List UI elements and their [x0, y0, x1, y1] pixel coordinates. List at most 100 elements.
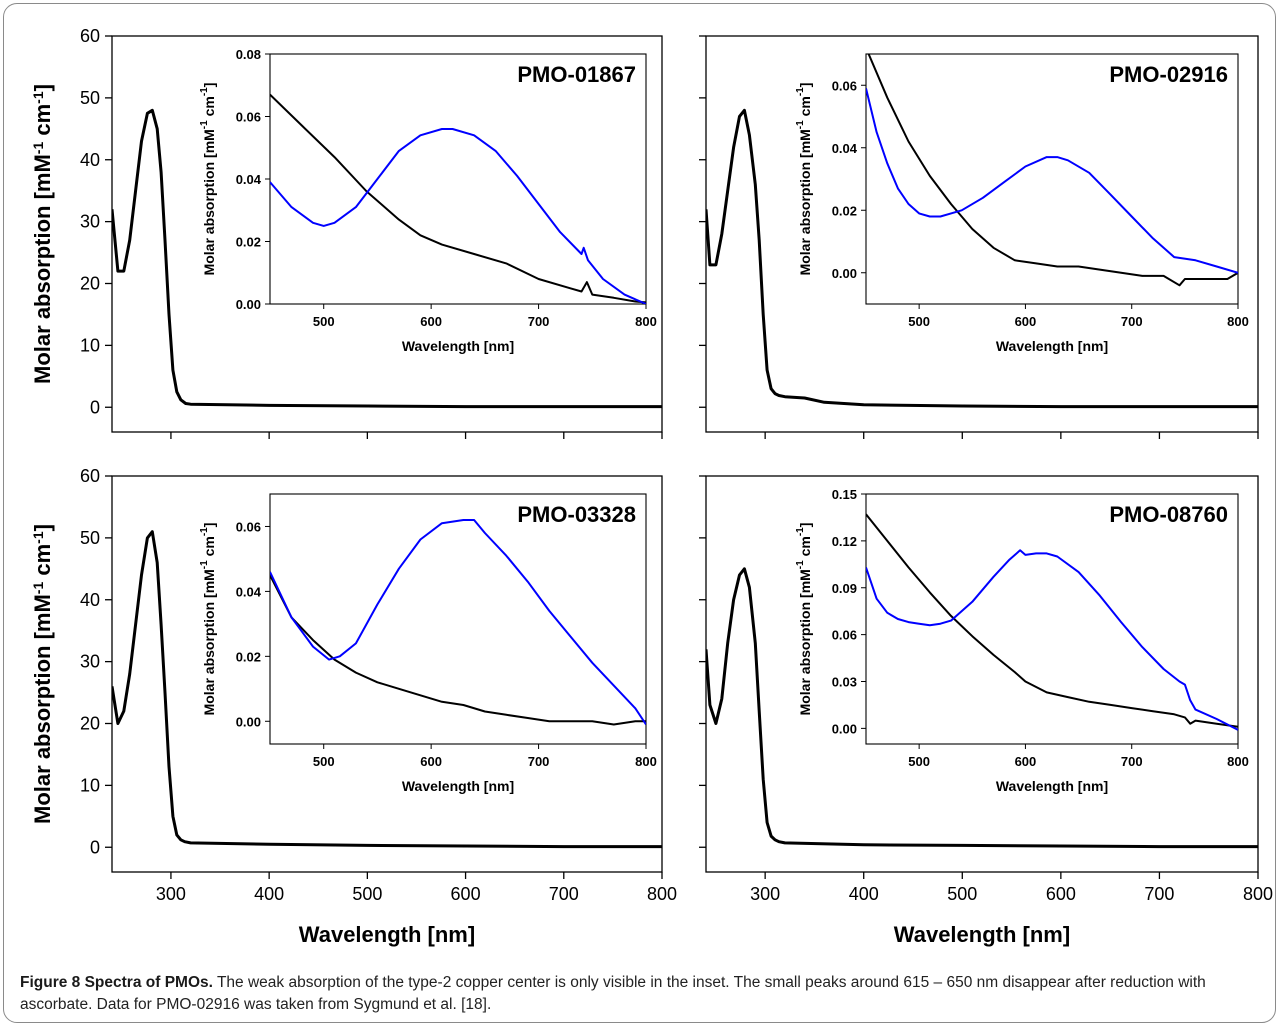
inset-plot-frame [269, 493, 647, 745]
inset-y-axis-label: Molar absorption [mM-1 cm-1] [795, 523, 813, 716]
inset-y-axis-label-part: cm [201, 536, 217, 560]
main-y-axis-label-part: cm [30, 544, 55, 582]
inset-x-tick-label: 800 [635, 754, 657, 769]
inset-series-line-0 [270, 93, 646, 304]
inset-x-tick-label: 700 [1121, 754, 1143, 769]
main-plot-frame [111, 35, 663, 433]
inset-y-axis-label: Molar absorption [mM-1 cm-1] [199, 83, 217, 276]
inset-y-axis-label: Molar absorption [mM-1 cm-1] [199, 523, 217, 716]
inset-plot-frame [865, 53, 1239, 305]
inset-y-tick-label: 0.03 [832, 675, 857, 690]
x-tick-label: 500 [352, 884, 382, 904]
main-y-axis-label-part: -1 [30, 142, 46, 155]
inset-x-tick-label: 800 [1227, 754, 1249, 769]
inset-series-group [270, 519, 646, 726]
inset-x-tick-label: 500 [313, 314, 335, 329]
inset-y-tick-label: 0.06 [236, 519, 261, 534]
inset-y-tick-label: 0.02 [832, 203, 857, 218]
inset-y-tick-label: 0.04 [236, 584, 262, 599]
main-series-line-0 [112, 108, 662, 409]
inset-y-axis-label-part: -1 [199, 120, 210, 129]
main-series-line-0 [706, 108, 1258, 409]
inset-y-tick-label: 0.00 [236, 297, 261, 312]
inset-series-line-1 [270, 519, 646, 726]
inset-y-tick-label: 0.06 [236, 110, 261, 125]
inset-series-group [866, 513, 1238, 731]
y-tick-label: 20 [80, 274, 100, 294]
inset-x-tick-label: 500 [313, 754, 335, 769]
inset-y-tick-label: 0.15 [832, 487, 857, 502]
inset-y-tick-label: 0.06 [832, 78, 857, 93]
x-tick-label: 600 [1046, 884, 1076, 904]
inset-y-axis-label-part: -1 [199, 87, 210, 96]
main-y-axis-label-part: cm [30, 104, 55, 142]
main-y-axis-label: Molar absorption [mM-1 cm-1] [30, 84, 55, 384]
inset-y-axis-label-part: ] [201, 83, 217, 88]
inset-x-axis-label: Wavelength [nm] [402, 338, 514, 354]
inset-x-tick-label: 800 [635, 314, 657, 329]
inset-series-line-0 [270, 574, 646, 726]
inset-y-axis-label-part: Molar absorption [mM [797, 569, 813, 715]
x-tick-label: 300 [750, 884, 780, 904]
chart-panel-bottom-left: 0 10 20 30 40 50 60 300 400 500 600 700 800 Molar abs… [30, 466, 677, 947]
main-y-axis-label-part: -1 [30, 91, 46, 104]
y-tick-label: 60 [80, 466, 100, 486]
inset-y-tick-label: 0.12 [832, 534, 857, 549]
main-plot-frame [705, 475, 1259, 873]
inset-y-axis-label-part: -1 [795, 120, 806, 129]
inset-y-tick-label: 0.02 [236, 649, 261, 664]
main-series-line-0 [112, 530, 662, 849]
inset-x-tick-label: 700 [528, 314, 550, 329]
inset-x-tick-label: 600 [1015, 754, 1037, 769]
y-tick-label: 40 [80, 590, 100, 610]
inset-y-axis-label: Molar absorption [mM-1 cm-1] [795, 83, 813, 276]
inset-x-tick-label: 500 [908, 314, 930, 329]
inset-title: PMO-01867 [517, 62, 636, 87]
inset-series-line-1 [866, 549, 1238, 731]
main-y-axis-label-part: -1 [30, 531, 46, 544]
main-series-line-0 [706, 567, 1258, 849]
inset-y-tick-label: 0.04 [236, 172, 262, 187]
inset-y-tick-label: 0.00 [832, 721, 857, 736]
x-tick-label: 500 [947, 884, 977, 904]
inset-y-axis-label-part: Molar absorption [mM [201, 569, 217, 715]
y-tick-label: 40 [80, 150, 100, 170]
inset-y-tick-label: 0.00 [236, 714, 261, 729]
chart-panel-top-right: 0.00 0.02 0.04 0.06 500 600 700 800 Wavelength [… [699, 35, 1259, 439]
inset-y-axis-label-part: -1 [795, 527, 806, 536]
inset-y-tick-label: 0.08 [236, 47, 261, 62]
inset-title: PMO-08760 [1109, 502, 1228, 527]
main-series-group [706, 567, 1258, 849]
inset-title: PMO-03328 [517, 502, 636, 527]
caption-text: The weak absorption of the type-2 copper… [20, 974, 1206, 1013]
inset-x-axis-label: Wavelength [nm] [996, 338, 1108, 354]
inset-series-line-1 [270, 128, 646, 304]
y-tick-label: 30 [80, 212, 100, 232]
inset-x-axis-label: Wavelength [nm] [996, 778, 1108, 794]
inset-y-axis-label-part: Molar absorption [mM [201, 129, 217, 275]
inset-y-axis-label-part: cm [797, 96, 813, 120]
inset-series-line-1 [866, 88, 1238, 274]
chart-panel-bottom-right: 300 400 500 600 700 800 Wavelength [nm] 0.00 0.0… [699, 475, 1273, 947]
y-tick-label: 60 [80, 26, 100, 46]
main-y-axis-label-part: -1 [30, 582, 46, 595]
y-tick-label: 20 [80, 714, 100, 734]
main-y-axis-label-part: ] [30, 84, 55, 91]
y-tick-label: 0 [90, 397, 100, 417]
inset-title: PMO-02916 [1109, 62, 1228, 87]
x-tick-label: 800 [647, 884, 677, 904]
x-tick-label: 400 [849, 884, 879, 904]
inset-x-tick-label: 500 [908, 754, 930, 769]
y-tick-label: 30 [80, 652, 100, 672]
inset-y-tick-label: 0.00 [832, 266, 857, 281]
inset-y-axis-label-part: cm [201, 96, 217, 120]
inset-x-tick-label: 600 [420, 314, 442, 329]
inset-x-tick-label: 700 [528, 754, 550, 769]
inset-y-tick-label: 0.09 [832, 581, 857, 596]
inset-y-axis-label-part: Molar absorption [mM [797, 129, 813, 275]
inset-x-tick-label: 700 [1121, 314, 1143, 329]
caption-lead: Figure 8 Spectra of PMOs. [20, 974, 213, 991]
inset-plot-frame [269, 53, 647, 305]
